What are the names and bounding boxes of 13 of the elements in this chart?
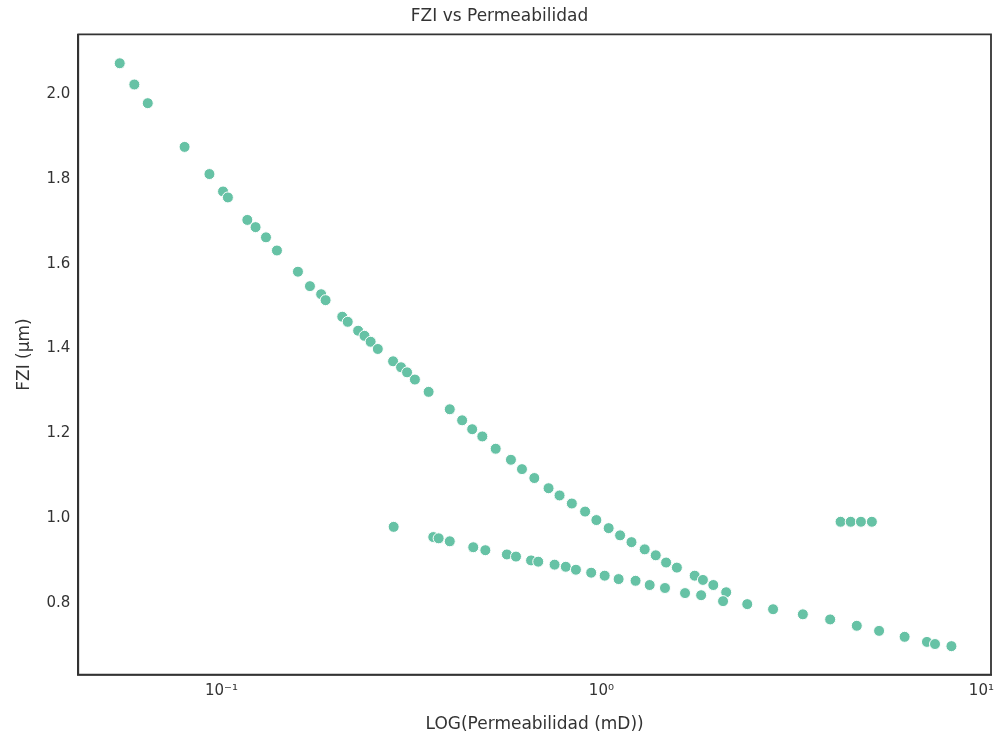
y-tick-label: 2.0 (46, 83, 71, 102)
y-tick-label: 0.8 (46, 593, 71, 612)
y-tick-label: 1.2 (46, 423, 71, 442)
x-tick-label: 10¹ (968, 681, 994, 700)
x-axis-title: LOG(Permeabilidad (mD)) (425, 713, 644, 734)
x-tick-label: 10⁰ (588, 681, 614, 700)
y-axis-title: FZI (µm) (12, 318, 33, 391)
y-tick-label: 1.6 (46, 253, 71, 272)
y-tick-label: 1.8 (46, 168, 71, 187)
chart-title: FZI vs Permeabilidad (410, 4, 589, 25)
y-tick-label: 1.0 (46, 508, 71, 527)
y-tick-label: 1.4 (46, 338, 71, 357)
x-tick-label: 10⁻¹ (204, 681, 238, 700)
